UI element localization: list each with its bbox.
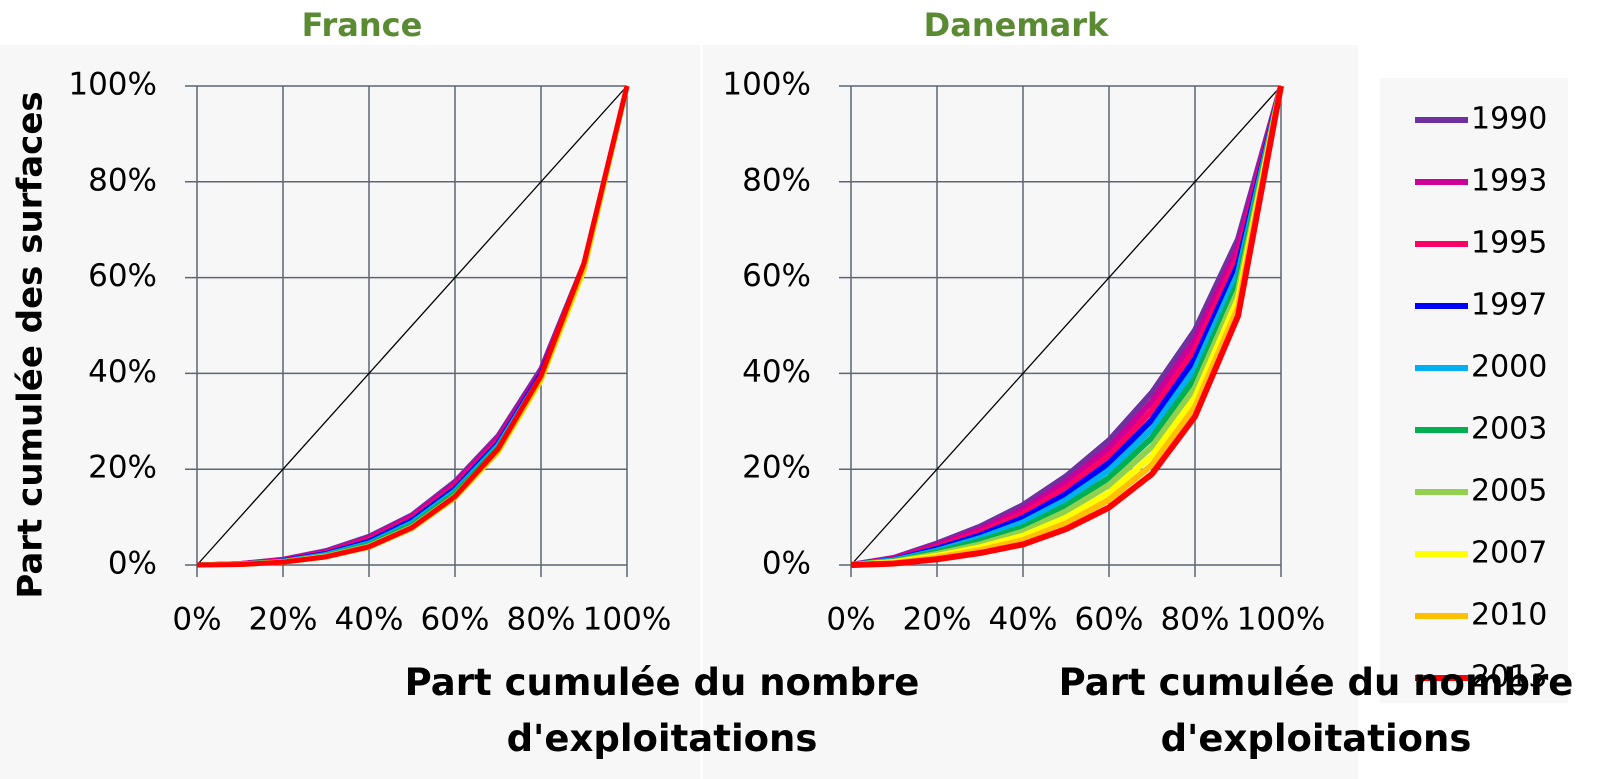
equality-line bbox=[196, 85, 628, 566]
legend-label: 2005 bbox=[1471, 474, 1547, 509]
legend-background bbox=[1380, 78, 1568, 703]
chart-title: Danemark bbox=[924, 6, 1109, 44]
x-axis-label: Part cumulée du nombre d'exploitations bbox=[404, 661, 920, 760]
y-tick-label: 80% bbox=[742, 162, 811, 198]
x-tick-label: 20% bbox=[249, 602, 318, 638]
x-tick-label: 60% bbox=[1075, 602, 1144, 638]
y-tick-label: 20% bbox=[88, 450, 157, 486]
y-tick-label: 100% bbox=[722, 67, 811, 103]
legend-label: 1995 bbox=[1471, 226, 1547, 261]
x-tick-label: 100% bbox=[583, 602, 672, 638]
legend-label: 2003 bbox=[1471, 412, 1547, 447]
legend-label: 2013 bbox=[1471, 660, 1547, 695]
legend-label: 1997 bbox=[1471, 288, 1547, 323]
y-tick-label: 80% bbox=[88, 162, 157, 198]
x-tick-label: 80% bbox=[1161, 602, 1230, 638]
y-tick-label: 40% bbox=[742, 354, 811, 390]
y-tick-label: 20% bbox=[742, 450, 811, 486]
legend-label: 2007 bbox=[1471, 536, 1547, 571]
legend-label: 1993 bbox=[1471, 164, 1547, 199]
y-tick-label: 40% bbox=[88, 354, 157, 390]
x-axis-label: Part cumulée du nombre d'exploitations bbox=[1058, 661, 1574, 760]
x-tick-label: 80% bbox=[507, 602, 576, 638]
x-tick-label: 0% bbox=[172, 602, 221, 638]
x-tick-label: 60% bbox=[421, 602, 490, 638]
series-line bbox=[850, 85, 1284, 568]
series-line bbox=[196, 85, 630, 568]
y-tick-label: 60% bbox=[88, 258, 157, 294]
x-tick-label: 40% bbox=[335, 602, 404, 638]
legend-label: 1990 bbox=[1471, 102, 1547, 137]
x-tick-label: 40% bbox=[989, 602, 1058, 638]
panel-background bbox=[0, 45, 700, 779]
y-tick-label: 0% bbox=[762, 546, 811, 582]
y-tick-label: 0% bbox=[108, 546, 157, 582]
x-tick-label: 0% bbox=[826, 602, 875, 638]
panel-background bbox=[703, 45, 1358, 779]
chart-title: France bbox=[302, 6, 423, 44]
y-tick-label: 100% bbox=[68, 67, 157, 103]
legend-label: 2000 bbox=[1471, 350, 1547, 385]
x-tick-label: 100% bbox=[1237, 602, 1326, 638]
equality-line bbox=[850, 85, 1282, 566]
legend-label: 2010 bbox=[1471, 598, 1547, 633]
y-tick-label: 60% bbox=[742, 258, 811, 294]
y-axis-label: Part cumulée des surfaces bbox=[11, 91, 51, 598]
x-tick-label: 20% bbox=[903, 602, 972, 638]
